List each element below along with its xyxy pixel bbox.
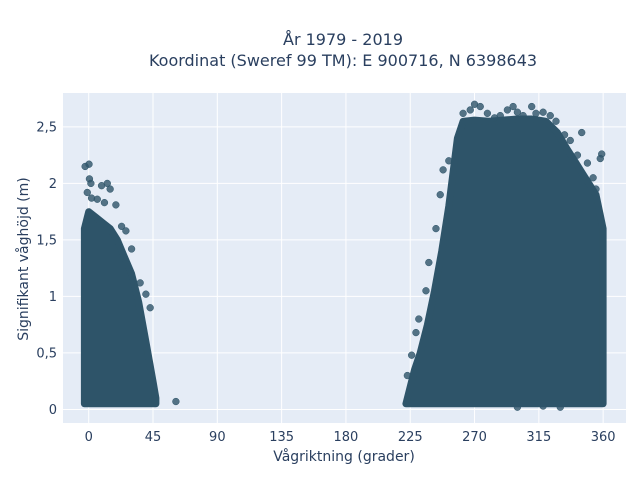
- y-tick-label: 1,5: [36, 233, 57, 248]
- data-point: [476, 102, 484, 111]
- data-point: [556, 403, 564, 411]
- chart-title-line-2: Koordinat (Sweref 99 TM): E 900716, N 63…: [149, 51, 537, 70]
- data-point: [598, 150, 606, 158]
- data-clusters: [80, 115, 607, 408]
- data-point: [552, 117, 560, 125]
- data-point: [496, 111, 504, 120]
- data-point: [422, 287, 430, 295]
- x-tick-label: 180: [334, 430, 359, 445]
- y-tick-label: 2: [49, 177, 57, 192]
- x-tick-label: 225: [398, 430, 423, 445]
- data-point: [445, 157, 453, 165]
- data-point: [412, 328, 420, 337]
- data-point: [425, 258, 433, 267]
- data-point: [513, 403, 522, 411]
- data-point: [150, 396, 159, 405]
- data-point: [503, 106, 512, 114]
- y-tick-label: 1: [49, 290, 57, 305]
- x-tick-label: 90: [209, 430, 226, 445]
- data-point: [573, 151, 582, 159]
- data-point: [528, 102, 536, 111]
- data-point: [142, 290, 150, 298]
- y-tick-labels: 0 0,5 1 1,5 2 2,5: [36, 120, 57, 418]
- x-tick-label: 315: [526, 430, 551, 445]
- data-point: [483, 109, 492, 117]
- data-point: [459, 109, 467, 117]
- data-point: [100, 198, 109, 207]
- y-tick-label: 0: [49, 403, 57, 418]
- data-point: [146, 304, 154, 312]
- data-point: [539, 108, 547, 116]
- data-point: [93, 195, 101, 203]
- data-point: [112, 201, 120, 209]
- data-point: [578, 128, 586, 137]
- data-point: [592, 185, 600, 193]
- data-point: [513, 108, 522, 116]
- data-points: [81, 100, 606, 411]
- data-point: [583, 159, 592, 167]
- data-point: [117, 222, 126, 231]
- data-point: [136, 279, 144, 287]
- data-point: [560, 131, 569, 139]
- data-point: [432, 224, 440, 233]
- data-point: [127, 245, 136, 253]
- x-tick-labels: 0 45 90 135 180 225 270 315 360: [85, 430, 616, 445]
- data-point: [439, 166, 447, 174]
- data-point: [466, 106, 474, 114]
- data-point: [87, 179, 95, 188]
- data-point: [122, 227, 130, 235]
- x-axis-label: Vågriktning (grader): [273, 448, 415, 465]
- data-point: [566, 136, 574, 145]
- x-tick-label: 270: [462, 430, 487, 445]
- x-tick-label: 45: [145, 430, 162, 445]
- data-point: [509, 102, 517, 111]
- data-point: [172, 397, 180, 406]
- data-point: [539, 402, 547, 410]
- y-tick-label: 2,5: [36, 120, 57, 135]
- data-point: [546, 111, 554, 120]
- data-point: [519, 111, 527, 120]
- data-point: [106, 185, 114, 193]
- chart-title-line-1: År 1979 - 2019: [283, 30, 403, 49]
- data-point: [403, 371, 412, 380]
- data-point: [589, 174, 597, 182]
- x-tick-label: 0: [85, 430, 93, 445]
- y-tick-label: 0,5: [36, 346, 57, 361]
- data-point: [83, 188, 91, 197]
- data-point: [436, 191, 444, 199]
- data-point: [408, 351, 416, 359]
- data-point: [81, 162, 89, 171]
- data-point: [532, 109, 540, 117]
- x-tick-label: 360: [591, 430, 616, 445]
- y-axis-label: Signifikant våghöjd (m): [15, 177, 32, 340]
- x-tick-label: 135: [269, 430, 294, 445]
- data-cluster-north: [80, 208, 160, 408]
- data-point: [415, 315, 423, 323]
